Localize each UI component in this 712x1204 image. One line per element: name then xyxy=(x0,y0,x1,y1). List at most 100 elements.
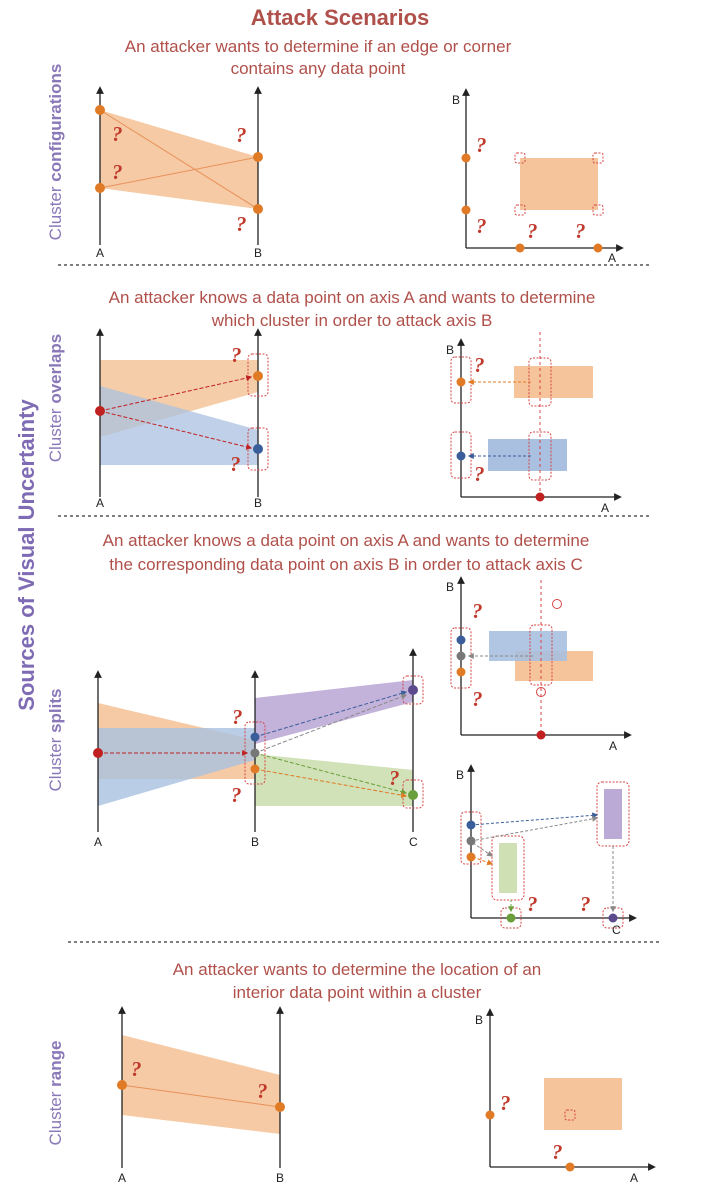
data-point-orange xyxy=(250,764,260,774)
question-mark: ? xyxy=(236,123,247,147)
scenario-text-line: An attacker knows a data point on axis A… xyxy=(103,531,590,550)
scenario-text-line: An attacker wants to determine if an edg… xyxy=(125,37,512,56)
data-point-blue xyxy=(250,732,260,742)
known-data-point xyxy=(535,492,545,502)
scatter-axis-a-label: A xyxy=(608,251,616,265)
section-side-label: Cluster overlaps xyxy=(46,334,65,463)
range-highlight xyxy=(491,835,525,901)
data-point-orange xyxy=(593,243,603,253)
question-mark: ? xyxy=(580,892,591,916)
data-point-orange xyxy=(466,852,476,862)
data-point-green xyxy=(506,913,516,923)
data-point-gray xyxy=(250,748,260,758)
inference-arrow xyxy=(472,842,493,857)
data-point-orange xyxy=(456,377,466,387)
cluster-band-purple xyxy=(255,680,413,744)
data-point-gray xyxy=(456,651,466,661)
inference-arrow xyxy=(472,856,494,866)
scenario-text-line: An attacker wants to determine the locat… xyxy=(173,960,542,979)
question-mark: ? xyxy=(500,1091,511,1115)
question-mark: ? xyxy=(476,133,487,157)
hidden-point-marker xyxy=(552,599,562,609)
inference-arrow xyxy=(99,375,253,412)
scatter-axis-a-label: A xyxy=(609,739,617,753)
data-point-orange xyxy=(461,153,471,163)
cluster-edge-line xyxy=(99,109,259,210)
known-data-point xyxy=(93,748,103,758)
section-range: An attacker wants to determine the locat… xyxy=(46,960,656,1185)
corner-highlight xyxy=(592,152,604,164)
section-side-label: Cluster range xyxy=(46,1041,65,1146)
data-point-orange xyxy=(95,183,105,193)
question-mark: ? xyxy=(112,160,123,184)
corner-highlight xyxy=(514,204,526,216)
data-point-orange xyxy=(95,105,105,115)
inference-arrow xyxy=(470,812,599,826)
question-mark: ? xyxy=(231,343,242,367)
cluster-rect-orange xyxy=(544,1078,622,1130)
scatter-axis-c-label: C xyxy=(612,923,621,937)
question-mark: ? xyxy=(230,452,241,476)
inference-arrow xyxy=(254,752,408,795)
range-highlight xyxy=(602,907,624,929)
scenario-text-line: which cluster in order to attack axis B xyxy=(211,311,493,330)
axis-a-label: A xyxy=(118,1171,126,1185)
inference-arrow xyxy=(99,410,253,450)
range-highlight xyxy=(450,627,472,689)
cluster-rect-orange xyxy=(514,366,593,398)
cluster-edge-line xyxy=(99,156,259,189)
cluster-rect-blue xyxy=(488,439,567,471)
question-mark: ? xyxy=(231,783,242,807)
inference-arrow xyxy=(470,815,599,842)
axis-a-label: A xyxy=(94,835,102,849)
figure-title: Attack Scenarios xyxy=(251,5,430,30)
scenario-text-line: contains any data point xyxy=(231,59,406,78)
axis-b-label: B xyxy=(254,496,262,510)
question-mark: ? xyxy=(575,219,586,243)
cluster-band-green xyxy=(255,754,413,806)
question-mark: ? xyxy=(472,687,483,711)
corner-highlight xyxy=(592,204,604,216)
range-highlight xyxy=(500,907,522,929)
scenario-text-line: An attacker knows a data point on axis A… xyxy=(109,288,596,307)
data-point-blue xyxy=(466,820,476,830)
data-point-purple xyxy=(608,913,618,923)
axis-a-label: A xyxy=(96,496,104,510)
inference-arrow xyxy=(254,768,408,799)
axis-b-label: B xyxy=(276,1171,284,1185)
question-mark: ? xyxy=(257,1079,268,1103)
axis-c-label: C xyxy=(409,835,418,849)
question-mark: ? xyxy=(474,353,485,377)
data-point-gray xyxy=(466,836,476,846)
scatter-axis-a-label: A xyxy=(601,501,609,515)
data-point-purple xyxy=(408,685,418,695)
question-mark: ? xyxy=(474,462,485,486)
inference-arrow xyxy=(254,690,408,738)
data-point-green xyxy=(408,790,418,800)
cluster-edge-line xyxy=(121,1084,281,1108)
cluster-band-blue xyxy=(100,386,258,465)
scenario-text-line: interior data point within a cluster xyxy=(233,983,482,1002)
main-side-label: Sources of Visual Uncertainty xyxy=(14,399,39,711)
question-mark: ? xyxy=(476,214,487,238)
question-mark: ? xyxy=(232,705,243,729)
data-point-orange xyxy=(275,1102,285,1112)
data-point-orange xyxy=(515,243,525,253)
interior-highlight xyxy=(564,1109,576,1121)
data-point-blue xyxy=(456,635,466,645)
data-point-orange xyxy=(117,1080,127,1090)
range-highlight xyxy=(402,675,424,705)
range-highlight xyxy=(460,811,482,865)
data-point-orange xyxy=(485,1110,495,1120)
data-point-orange xyxy=(565,1162,575,1172)
range-highlight xyxy=(450,356,472,404)
question-mark: ? xyxy=(389,766,400,790)
range-highlight xyxy=(247,353,269,397)
data-point-orange xyxy=(253,204,263,214)
inference-arrow xyxy=(254,693,408,754)
cluster-rect-purple xyxy=(604,789,622,839)
question-mark: ? xyxy=(527,219,538,243)
scatter-axis-b-label: B xyxy=(452,93,460,107)
corner-highlight xyxy=(514,152,526,164)
